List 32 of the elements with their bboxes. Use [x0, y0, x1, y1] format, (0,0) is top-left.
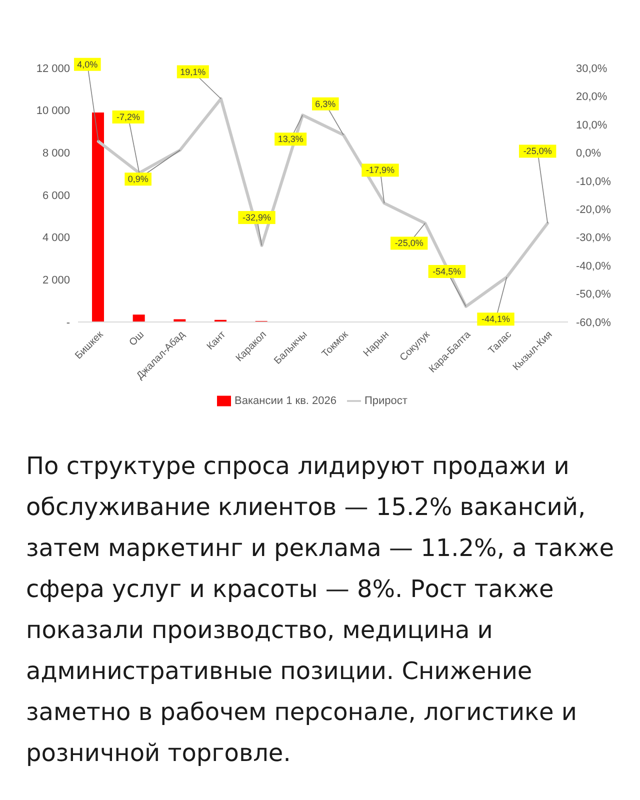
- y2-tick-label: 20,0%: [576, 91, 608, 104]
- y2-tick-label: -40,0%: [576, 260, 612, 272]
- y-tick-label: 10 000: [36, 105, 70, 118]
- y-tick-label: 2 000: [42, 274, 70, 287]
- data-label: -32,9%: [242, 212, 272, 223]
- y2-tick-label: -20,0%: [576, 204, 612, 216]
- data-label: -17,9%: [366, 165, 395, 176]
- y2-tick-label: -50,0%: [576, 288, 612, 301]
- data-label: 6,3%: [315, 98, 336, 109]
- y2-tick-label: -60,0%: [576, 316, 612, 329]
- data-label: 19,1%: [180, 66, 206, 77]
- data-label: 13,3%: [278, 134, 304, 144]
- legend-label: Вакансии 1 кв. 2026: [234, 394, 336, 407]
- data-label: -25,0%: [523, 146, 552, 156]
- data-label: -54,5%: [432, 266, 462, 276]
- y2-tick-label: 0,0%: [576, 148, 602, 160]
- data-label: -7,2%: [116, 112, 140, 122]
- legend-label: Прирост: [364, 394, 408, 407]
- data-label: -25,0%: [394, 238, 424, 248]
- y-tick-label: -: [66, 316, 70, 329]
- y2-tick-label: -10,0%: [576, 176, 612, 188]
- y2-tick-label: 10,0%: [576, 119, 608, 132]
- y-tick-label: 4 000: [42, 232, 70, 244]
- data-label: 4,0%: [77, 59, 98, 70]
- y2-tick-label: 30,0%: [576, 62, 608, 75]
- text: По структуре спроса лидируют продажи и обслуживание клиентов — 15.2% вакансий, затем маркетинг и реклама — 11.2%, а также сфера услуг и красоты — 8%. Рост также показали производство, медицина и административные позиции. Снижение заметно в рабочем персонале, логистике и розничной торговле.: [26, 451, 616, 769]
- y2-tick-label: -30,0%: [576, 232, 612, 244]
- data-label: -44,1%: [481, 314, 510, 324]
- y-tick-label: 6 000: [42, 190, 70, 202]
- y-tick-label: 12 000: [36, 62, 70, 75]
- y-tick-label: 8 000: [42, 148, 70, 160]
- data-label: 0,9%: [128, 174, 148, 184]
